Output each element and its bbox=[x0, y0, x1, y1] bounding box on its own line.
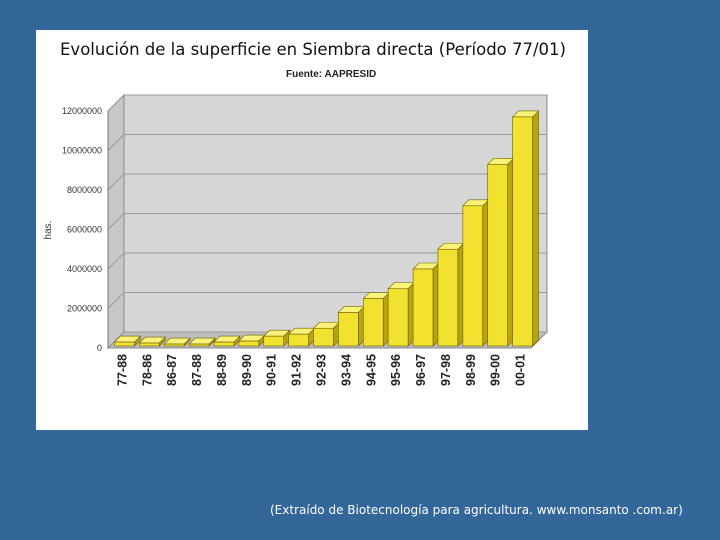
x-tick-label: 78-86 bbox=[140, 354, 154, 386]
y-tick-label: 12000000 bbox=[62, 106, 102, 116]
bar bbox=[363, 298, 384, 347]
x-tick-label: 97-98 bbox=[439, 354, 453, 386]
x-tick-label: 94-95 bbox=[364, 354, 378, 386]
x-tick-label: 87-88 bbox=[190, 354, 204, 386]
x-tick-label: 89-90 bbox=[240, 354, 254, 386]
bar bbox=[213, 341, 235, 347]
bar bbox=[139, 342, 160, 347]
bar-side bbox=[532, 110, 539, 347]
x-tick-label: 88-89 bbox=[215, 354, 229, 386]
y-tick-label: 0 bbox=[97, 343, 102, 353]
gridline bbox=[107, 213, 547, 230]
bar bbox=[412, 268, 434, 347]
bar bbox=[462, 205, 484, 347]
y-tick-label: 8000000 bbox=[67, 185, 102, 195]
x-tick-label: 96-97 bbox=[414, 354, 428, 386]
chart-title: Evolución de la superficie en Siembra di… bbox=[60, 40, 566, 59]
bar bbox=[263, 335, 284, 347]
x-tick-label: 92-93 bbox=[315, 354, 329, 386]
bar bbox=[288, 333, 309, 347]
bar bbox=[188, 343, 210, 347]
bar bbox=[487, 164, 508, 347]
bar bbox=[338, 312, 359, 347]
slide-caption: (Extraído de Biotecnología para agricult… bbox=[270, 503, 683, 517]
y-axis-label: has. bbox=[43, 221, 54, 240]
gridline bbox=[107, 173, 547, 191]
bar bbox=[387, 288, 409, 347]
bar-chart: 0 2000000 4000000 6000000 8000000 10000000 120… bbox=[43, 93, 549, 386]
x-tick-label: 91-92 bbox=[290, 354, 304, 386]
gridline bbox=[107, 94, 547, 112]
gridline bbox=[107, 134, 547, 151]
chart-panel: 0 2000000 4000000 6000000 8000000 10000000 120… bbox=[36, 30, 588, 430]
x-tick-label: 00-01 bbox=[514, 354, 528, 386]
gridline bbox=[107, 252, 547, 270]
bar bbox=[114, 341, 135, 347]
bar bbox=[238, 340, 260, 347]
bar bbox=[437, 248, 459, 347]
y-tick-label: 4000000 bbox=[67, 264, 102, 274]
x-tick-label: 98-99 bbox=[464, 354, 478, 386]
x-tick-label: 86-87 bbox=[165, 354, 179, 386]
x-tick-label: 95-96 bbox=[389, 354, 403, 386]
y-tick-label: 2000000 bbox=[67, 304, 102, 314]
y-tick-label: 6000000 bbox=[67, 225, 102, 235]
x-tick-label: 90-91 bbox=[265, 354, 279, 386]
chart-source: Fuente: AAPRESID bbox=[286, 69, 377, 80]
y-tick-label: 10000000 bbox=[62, 146, 102, 156]
bar bbox=[313, 327, 334, 347]
x-tick-label: 77-88 bbox=[115, 354, 129, 386]
bar bbox=[163, 343, 185, 347]
bar bbox=[512, 116, 533, 347]
x-tick-label: 93-94 bbox=[339, 354, 353, 386]
x-tick-label: 99-00 bbox=[489, 354, 503, 386]
